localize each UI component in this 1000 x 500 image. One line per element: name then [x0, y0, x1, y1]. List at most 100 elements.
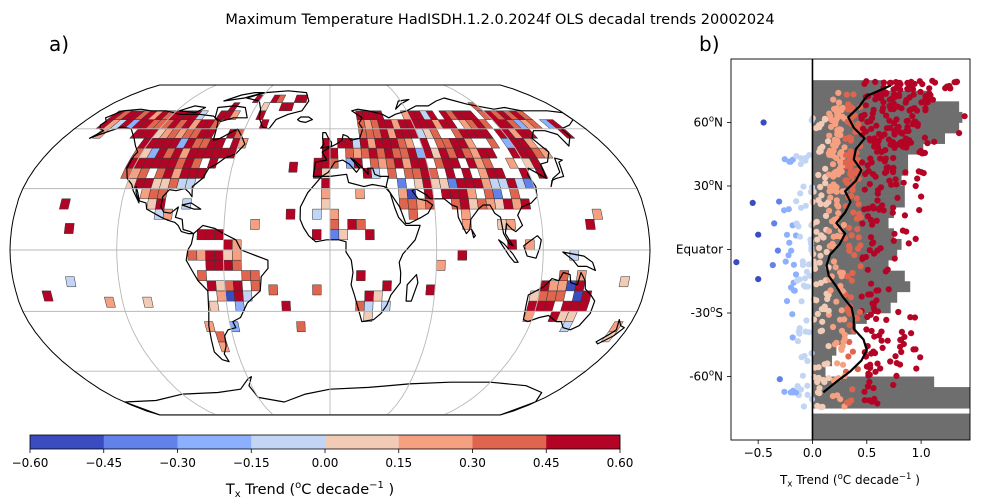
trend-point — [781, 207, 788, 214]
trend-point — [902, 169, 909, 176]
colorbar-label: Tx Trend (oC decade−1 ) — [225, 480, 394, 500]
coverage-bar — [812, 334, 846, 346]
trend-point — [814, 236, 821, 243]
trend-point — [871, 333, 878, 340]
grid-cell — [214, 249, 224, 261]
grid-cell — [228, 110, 242, 120]
trend-point — [908, 330, 915, 337]
trend-point — [830, 181, 837, 188]
trend-point — [818, 232, 825, 239]
trend-point — [817, 252, 824, 259]
trend-point — [819, 318, 826, 325]
trend-point — [799, 372, 807, 379]
trend-point — [790, 261, 798, 268]
grid-cell — [234, 300, 245, 312]
trend-point — [836, 316, 844, 323]
colorbar-tick-label: 0.45 — [533, 456, 560, 470]
grid-cell — [356, 270, 366, 281]
trend-point — [851, 252, 858, 259]
grid-cell — [450, 198, 462, 210]
colorbar-segment — [472, 435, 547, 449]
world-map — [9, 84, 651, 416]
trend-point — [838, 345, 845, 352]
trend-point — [808, 350, 815, 357]
trend-point — [889, 209, 896, 216]
trend-point — [877, 155, 884, 162]
trend-point — [900, 341, 907, 348]
trend-point — [918, 99, 925, 106]
trend-point — [798, 298, 805, 305]
trend-point — [733, 259, 740, 266]
trend-point — [794, 338, 802, 345]
trend-point — [854, 315, 861, 322]
trend-point — [912, 346, 919, 353]
trend-point — [829, 393, 837, 400]
trend-point — [816, 385, 823, 392]
trend-point — [867, 361, 874, 368]
grid-cell — [216, 290, 227, 302]
trend-point — [833, 115, 841, 122]
trend-point — [866, 135, 873, 142]
grid-cell — [203, 321, 216, 333]
trend-point — [788, 247, 795, 254]
trend-point — [893, 181, 900, 188]
trend-point — [797, 155, 805, 162]
grid-cell — [58, 198, 71, 210]
trend-point — [890, 154, 897, 162]
trend-point — [882, 155, 889, 162]
grid-cell — [321, 178, 331, 189]
trend-point — [866, 181, 873, 188]
trend-point — [898, 348, 905, 356]
trend-point — [814, 310, 821, 317]
trend-point — [789, 334, 796, 341]
trend-point — [891, 230, 898, 237]
trend-point — [906, 94, 913, 101]
trend-point — [818, 306, 826, 313]
trend-point — [843, 91, 850, 98]
trend-point — [867, 234, 875, 241]
trend-point — [909, 113, 916, 120]
coverage-bar — [812, 397, 970, 409]
grid-cell — [103, 296, 116, 308]
grid-cell — [345, 147, 355, 159]
trend-point — [883, 112, 890, 119]
coverage-bar — [812, 143, 924, 155]
grid-cell — [41, 290, 54, 302]
trend-point — [869, 240, 876, 247]
grid-cell — [215, 280, 226, 292]
grid-cell — [493, 167, 507, 179]
trend-point — [833, 298, 840, 305]
trend-point — [904, 117, 912, 124]
trend-point — [828, 187, 836, 194]
grid-cell — [296, 321, 306, 333]
trend-point — [774, 247, 782, 254]
trend-point — [839, 361, 847, 368]
trend-point — [870, 385, 877, 392]
grid-cell — [425, 284, 436, 296]
trend-point — [790, 287, 798, 294]
trend-point — [793, 198, 800, 205]
trend-point — [899, 227, 907, 234]
trend-point — [815, 171, 822, 179]
trend-point — [804, 382, 811, 389]
grid-cell — [187, 249, 198, 261]
grid-cell — [312, 208, 322, 220]
trend-point — [782, 258, 789, 265]
trend-point — [829, 240, 836, 247]
trend-point — [846, 134, 853, 141]
colorbar-segment — [251, 435, 326, 449]
trend-point — [789, 311, 796, 318]
trend-point — [794, 277, 801, 284]
trend-point — [869, 171, 877, 178]
trend-point — [760, 119, 767, 126]
grid-cell — [352, 147, 363, 159]
trend-point — [878, 328, 885, 335]
grid-cell — [347, 219, 357, 230]
coverage-bar — [812, 387, 970, 398]
grid-cell — [574, 280, 586, 292]
trend-point — [877, 365, 884, 372]
coverage-bar — [812, 80, 884, 92]
coverage-bar — [812, 376, 935, 388]
grid-cell — [407, 198, 418, 210]
trend-point — [890, 204, 897, 211]
